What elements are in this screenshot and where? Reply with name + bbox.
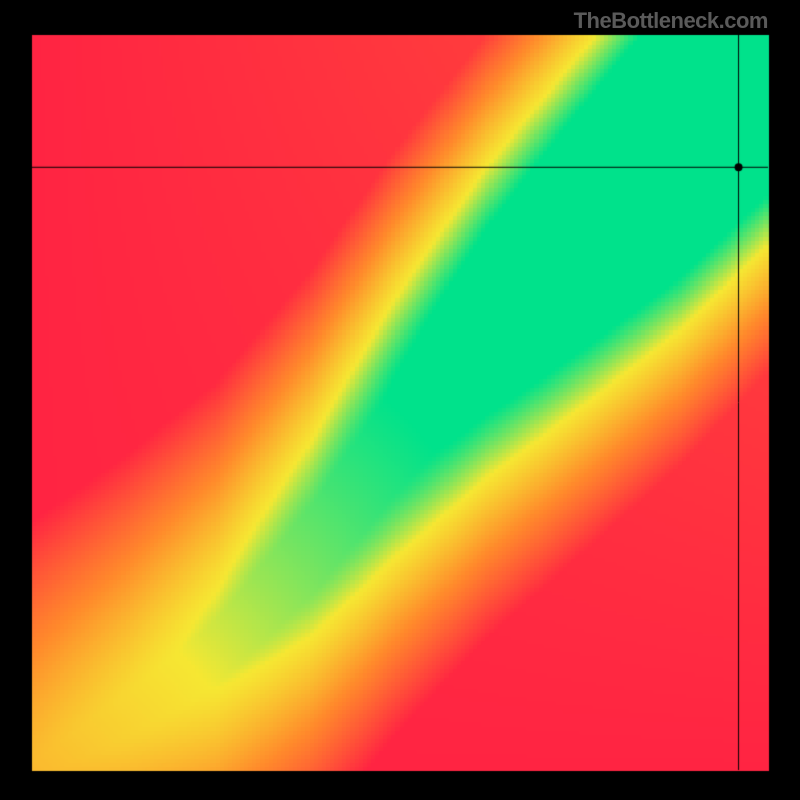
- heatmap-canvas: [0, 0, 800, 800]
- chart-container: TheBottleneck.com: [0, 0, 800, 800]
- watermark-text: TheBottleneck.com: [574, 8, 768, 34]
